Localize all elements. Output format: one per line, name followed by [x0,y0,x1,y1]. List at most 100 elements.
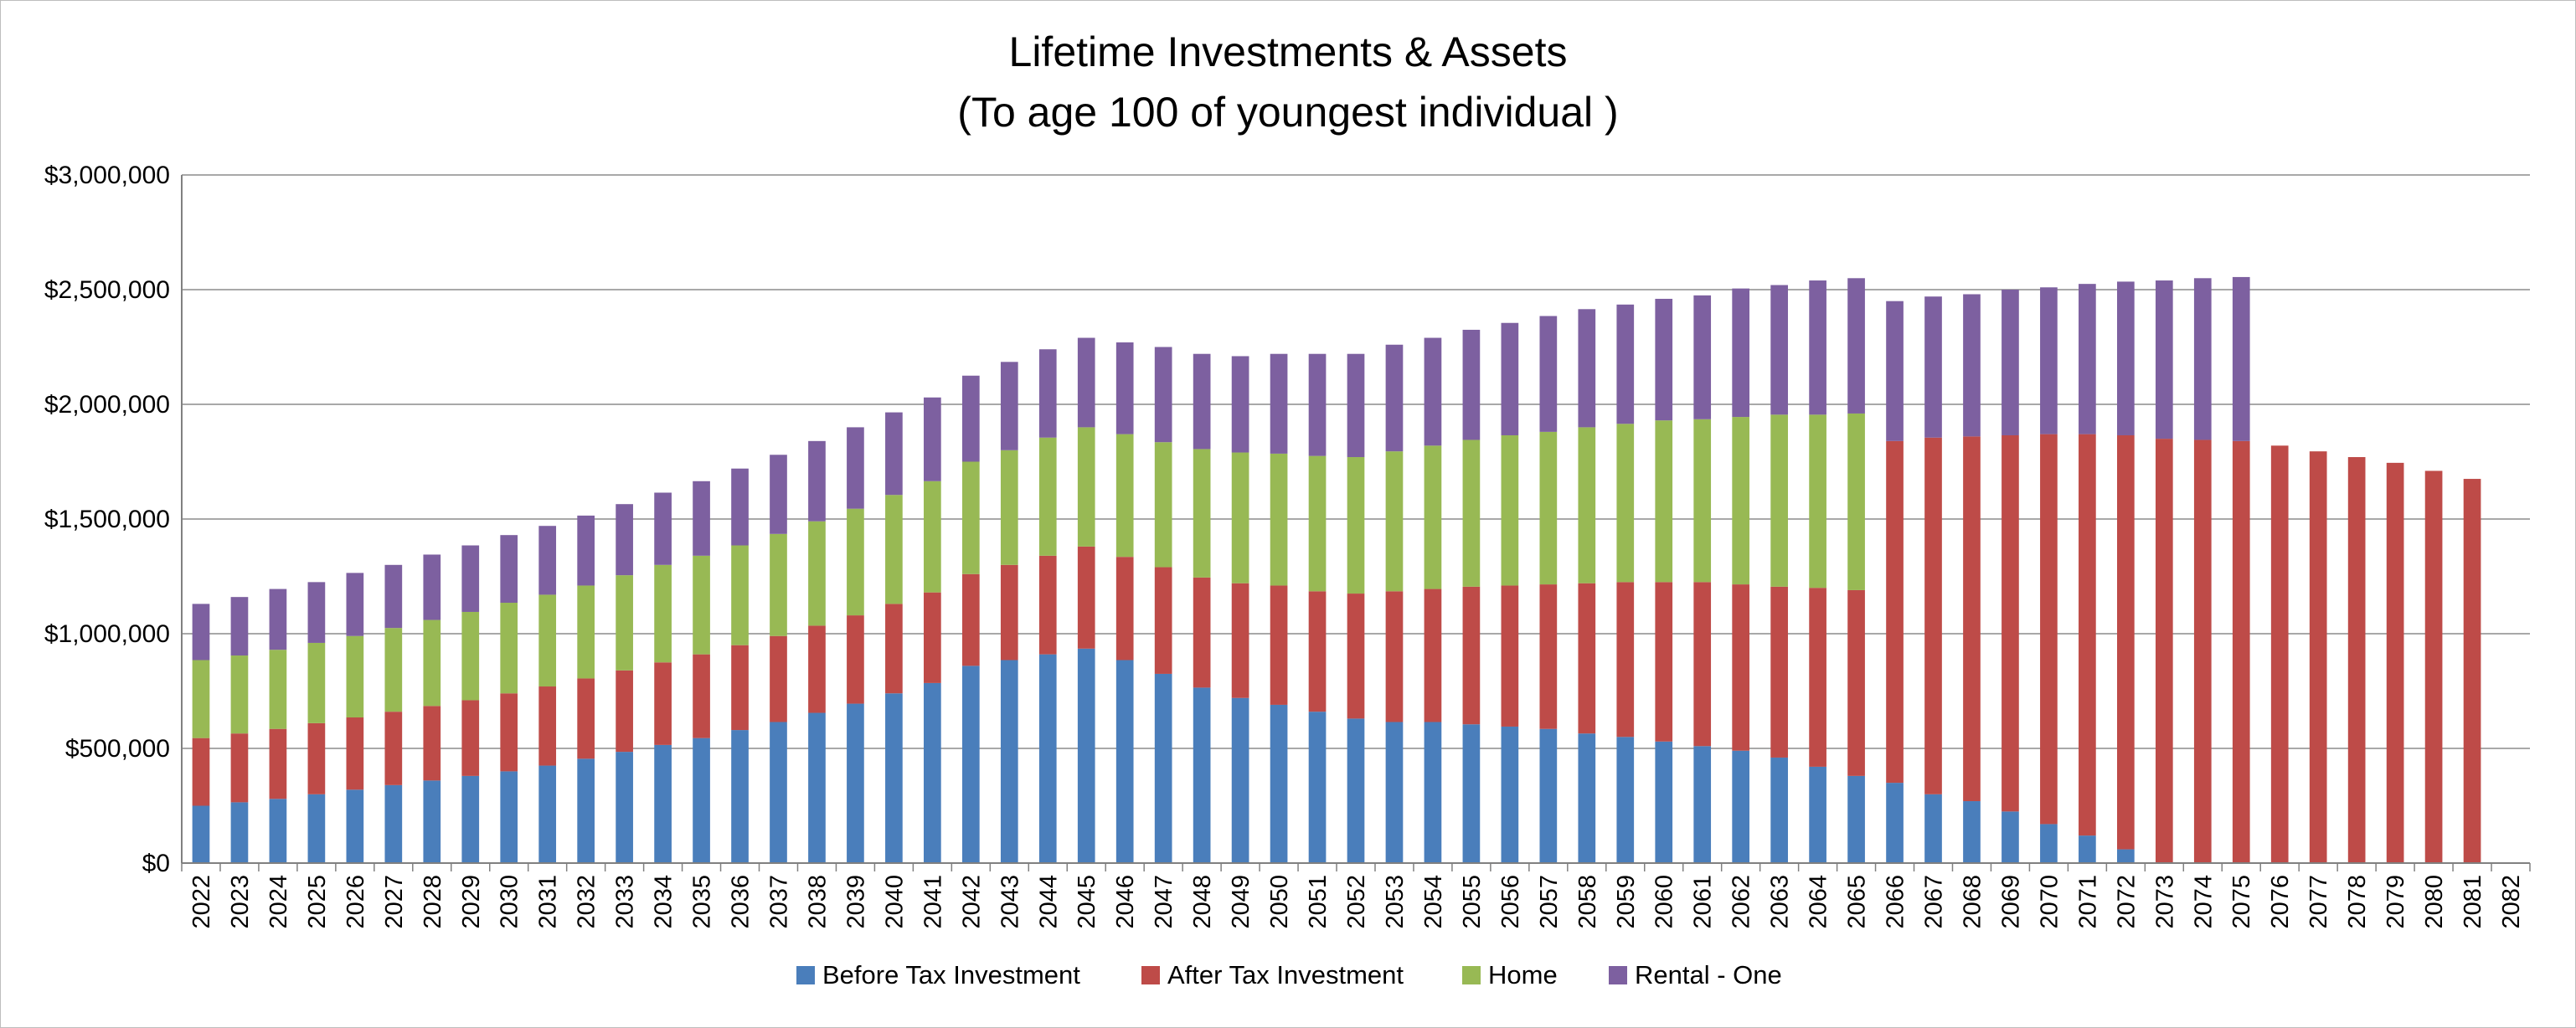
x-tick-label: 2046 [1112,875,1139,929]
x-tick-label: 2077 [2306,875,2332,929]
x-tick-label: 2029 [458,875,485,929]
bar-segment [2424,470,2443,863]
bar-segment [1732,417,1750,585]
bar-segment [1578,309,1596,428]
bar-segment [461,545,480,612]
bar-segment [538,686,557,766]
bar-segment [1077,427,1095,547]
bar-segment [1886,440,1904,784]
bar-segment [924,397,941,481]
bar-segment [1655,298,1673,421]
x-tick-label: 2042 [958,875,985,929]
bar-segment [1924,296,1942,438]
x-tick-label: 2081 [2460,875,2486,929]
bar-segment [808,440,826,522]
bar-segment [1115,557,1134,660]
bar-segment [2117,849,2135,863]
x-tick-label: 2031 [535,875,562,929]
bar-segment [577,678,595,759]
x-tick-label: 2027 [381,875,408,929]
bar-segment [770,635,787,722]
bar-segment [1193,687,1211,863]
x-tick-label: 2057 [1536,875,1563,929]
bar-segment [192,660,210,738]
bar-segment [1886,301,1904,441]
bar-segment [192,604,210,660]
x-tick-label: 2039 [842,875,869,929]
y-axis-tick-labels: $0 $500,000 $1,000,000 $1,500,000 $2,000,000… [44,162,170,877]
bar-segment [577,758,595,863]
x-tick-label: 2023 [227,875,254,929]
bar-segment [1809,588,1826,767]
x-tick-label: 2048 [1189,875,1216,929]
bar-segment [269,728,287,799]
bars [192,276,2481,863]
legend-swatch [1141,966,1160,984]
x-tick-label: 2044 [1035,875,1062,929]
bar-segment [461,611,480,701]
bar-segment [1038,555,1057,655]
x-tick-label: 2054 [1420,875,1447,929]
bar-segment [1578,733,1596,863]
bar-segment [1154,673,1172,863]
bar-segment [423,780,441,863]
bar-segment [961,573,980,666]
bar-segment [693,654,710,738]
bar-segment [1193,577,1211,688]
bar-segment [1501,585,1519,727]
bar-segment [423,706,441,781]
bar-segment [500,535,518,604]
bar-segment [770,455,787,534]
bar-segment [808,521,826,626]
bar-segment [847,615,864,704]
x-tick-label: 2059 [1613,875,1640,929]
legend-label: After Tax Investment [1167,960,1404,989]
x-tick-label: 2063 [1767,875,1794,929]
x-tick-label: 2036 [728,875,755,929]
bar-segment [1809,766,1826,863]
bar-segment [538,765,557,863]
bar-segment [1501,434,1519,586]
bar-segment [1385,722,1404,863]
bar-segment [1732,584,1750,751]
bar-segment [1616,737,1635,863]
bar-segment [693,738,710,863]
bar-segment [1770,285,1788,415]
x-tick-label: 2024 [265,875,292,929]
bar-segment [1077,648,1095,863]
bar-segment [1770,757,1788,863]
bar-segment [1462,439,1481,587]
bar-segment [461,775,480,863]
bar-segment [654,564,672,663]
bar-segment [577,585,595,679]
bar-segment [1308,353,1327,456]
x-tick-label: 2047 [1151,875,1177,929]
bar-segment [423,554,441,620]
bar-segment [1578,427,1596,583]
x-tick-label: 2037 [765,875,792,929]
x-tick-label: 2076 [2267,875,2294,929]
x-tick-label: 2069 [1997,875,2024,929]
bar-segment [1347,353,1365,458]
bar-segment [1077,546,1095,649]
bar-segment [192,805,210,863]
bar-segment [770,722,787,863]
bar-segment [2347,457,2366,863]
x-tick-label: 2058 [1574,875,1601,929]
bar-segment [2079,284,2096,434]
bar-segment [961,375,980,462]
bar-segment [1924,437,1942,794]
x-axis-tick-labels: 2022 2023 2024 2025 2026 2027 2028 2029 2030 2031… [188,875,2525,929]
bar-segment [1539,316,1558,432]
x-tick-label: 2025 [304,875,331,929]
bar-segment [1038,437,1057,556]
bar-segment [1847,413,1865,590]
x-tick-label: 2053 [1382,875,1409,929]
legend-label: Before Tax Investment [822,960,1080,989]
bar-segment [346,789,364,863]
bar-segment [2040,824,2058,863]
bar-segment [808,712,826,863]
bar-segment [307,794,326,863]
